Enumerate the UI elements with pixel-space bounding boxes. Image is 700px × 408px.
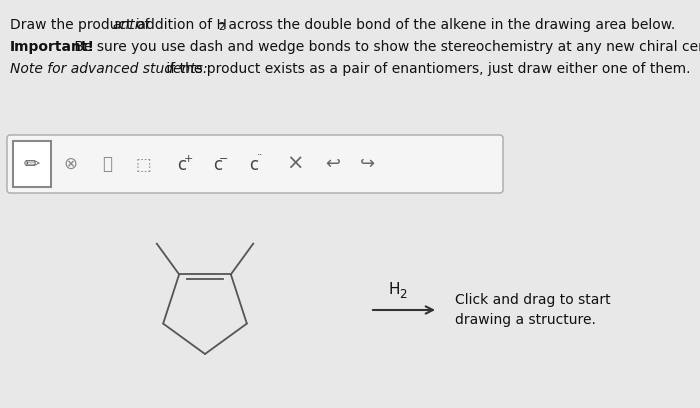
Text: ⊗: ⊗	[63, 155, 77, 173]
Text: Be sure you use dash and wedge bonds to show the stereochemistry at any new chir: Be sure you use dash and wedge bonds to …	[70, 40, 700, 54]
Text: −: −	[219, 154, 229, 164]
Text: Note for advanced students:: Note for advanced students:	[10, 62, 208, 76]
Text: Important!: Important!	[10, 40, 95, 54]
Text: ¨: ¨	[258, 154, 262, 164]
Text: across the double bond of the alkene in the drawing area below.: across the double bond of the alkene in …	[224, 18, 676, 32]
FancyBboxPatch shape	[7, 135, 503, 193]
Text: addition of H: addition of H	[133, 18, 227, 32]
Text: anti: anti	[112, 18, 139, 32]
Text: Draw the product of: Draw the product of	[10, 18, 154, 32]
Text: 2: 2	[399, 288, 407, 301]
Text: c: c	[249, 156, 258, 174]
Text: H: H	[388, 282, 400, 297]
Text: c: c	[214, 156, 223, 174]
Text: 2: 2	[218, 22, 225, 32]
Text: if the product exists as a pair of enantiomers, just draw either one of them.: if the product exists as a pair of enant…	[162, 62, 690, 76]
Text: ↪: ↪	[360, 155, 376, 173]
FancyArrowPatch shape	[373, 306, 433, 314]
Text: Click and drag to start
drawing a structure.: Click and drag to start drawing a struct…	[455, 293, 610, 327]
Text: ↩: ↩	[326, 155, 341, 173]
Text: ×: ×	[286, 154, 304, 174]
Text: ✋: ✋	[102, 155, 112, 173]
Text: ✏: ✏	[24, 155, 40, 173]
Text: c: c	[177, 156, 187, 174]
Text: ⬚: ⬚	[135, 156, 151, 174]
Bar	[13, 141, 51, 187]
Text: +: +	[183, 154, 192, 164]
